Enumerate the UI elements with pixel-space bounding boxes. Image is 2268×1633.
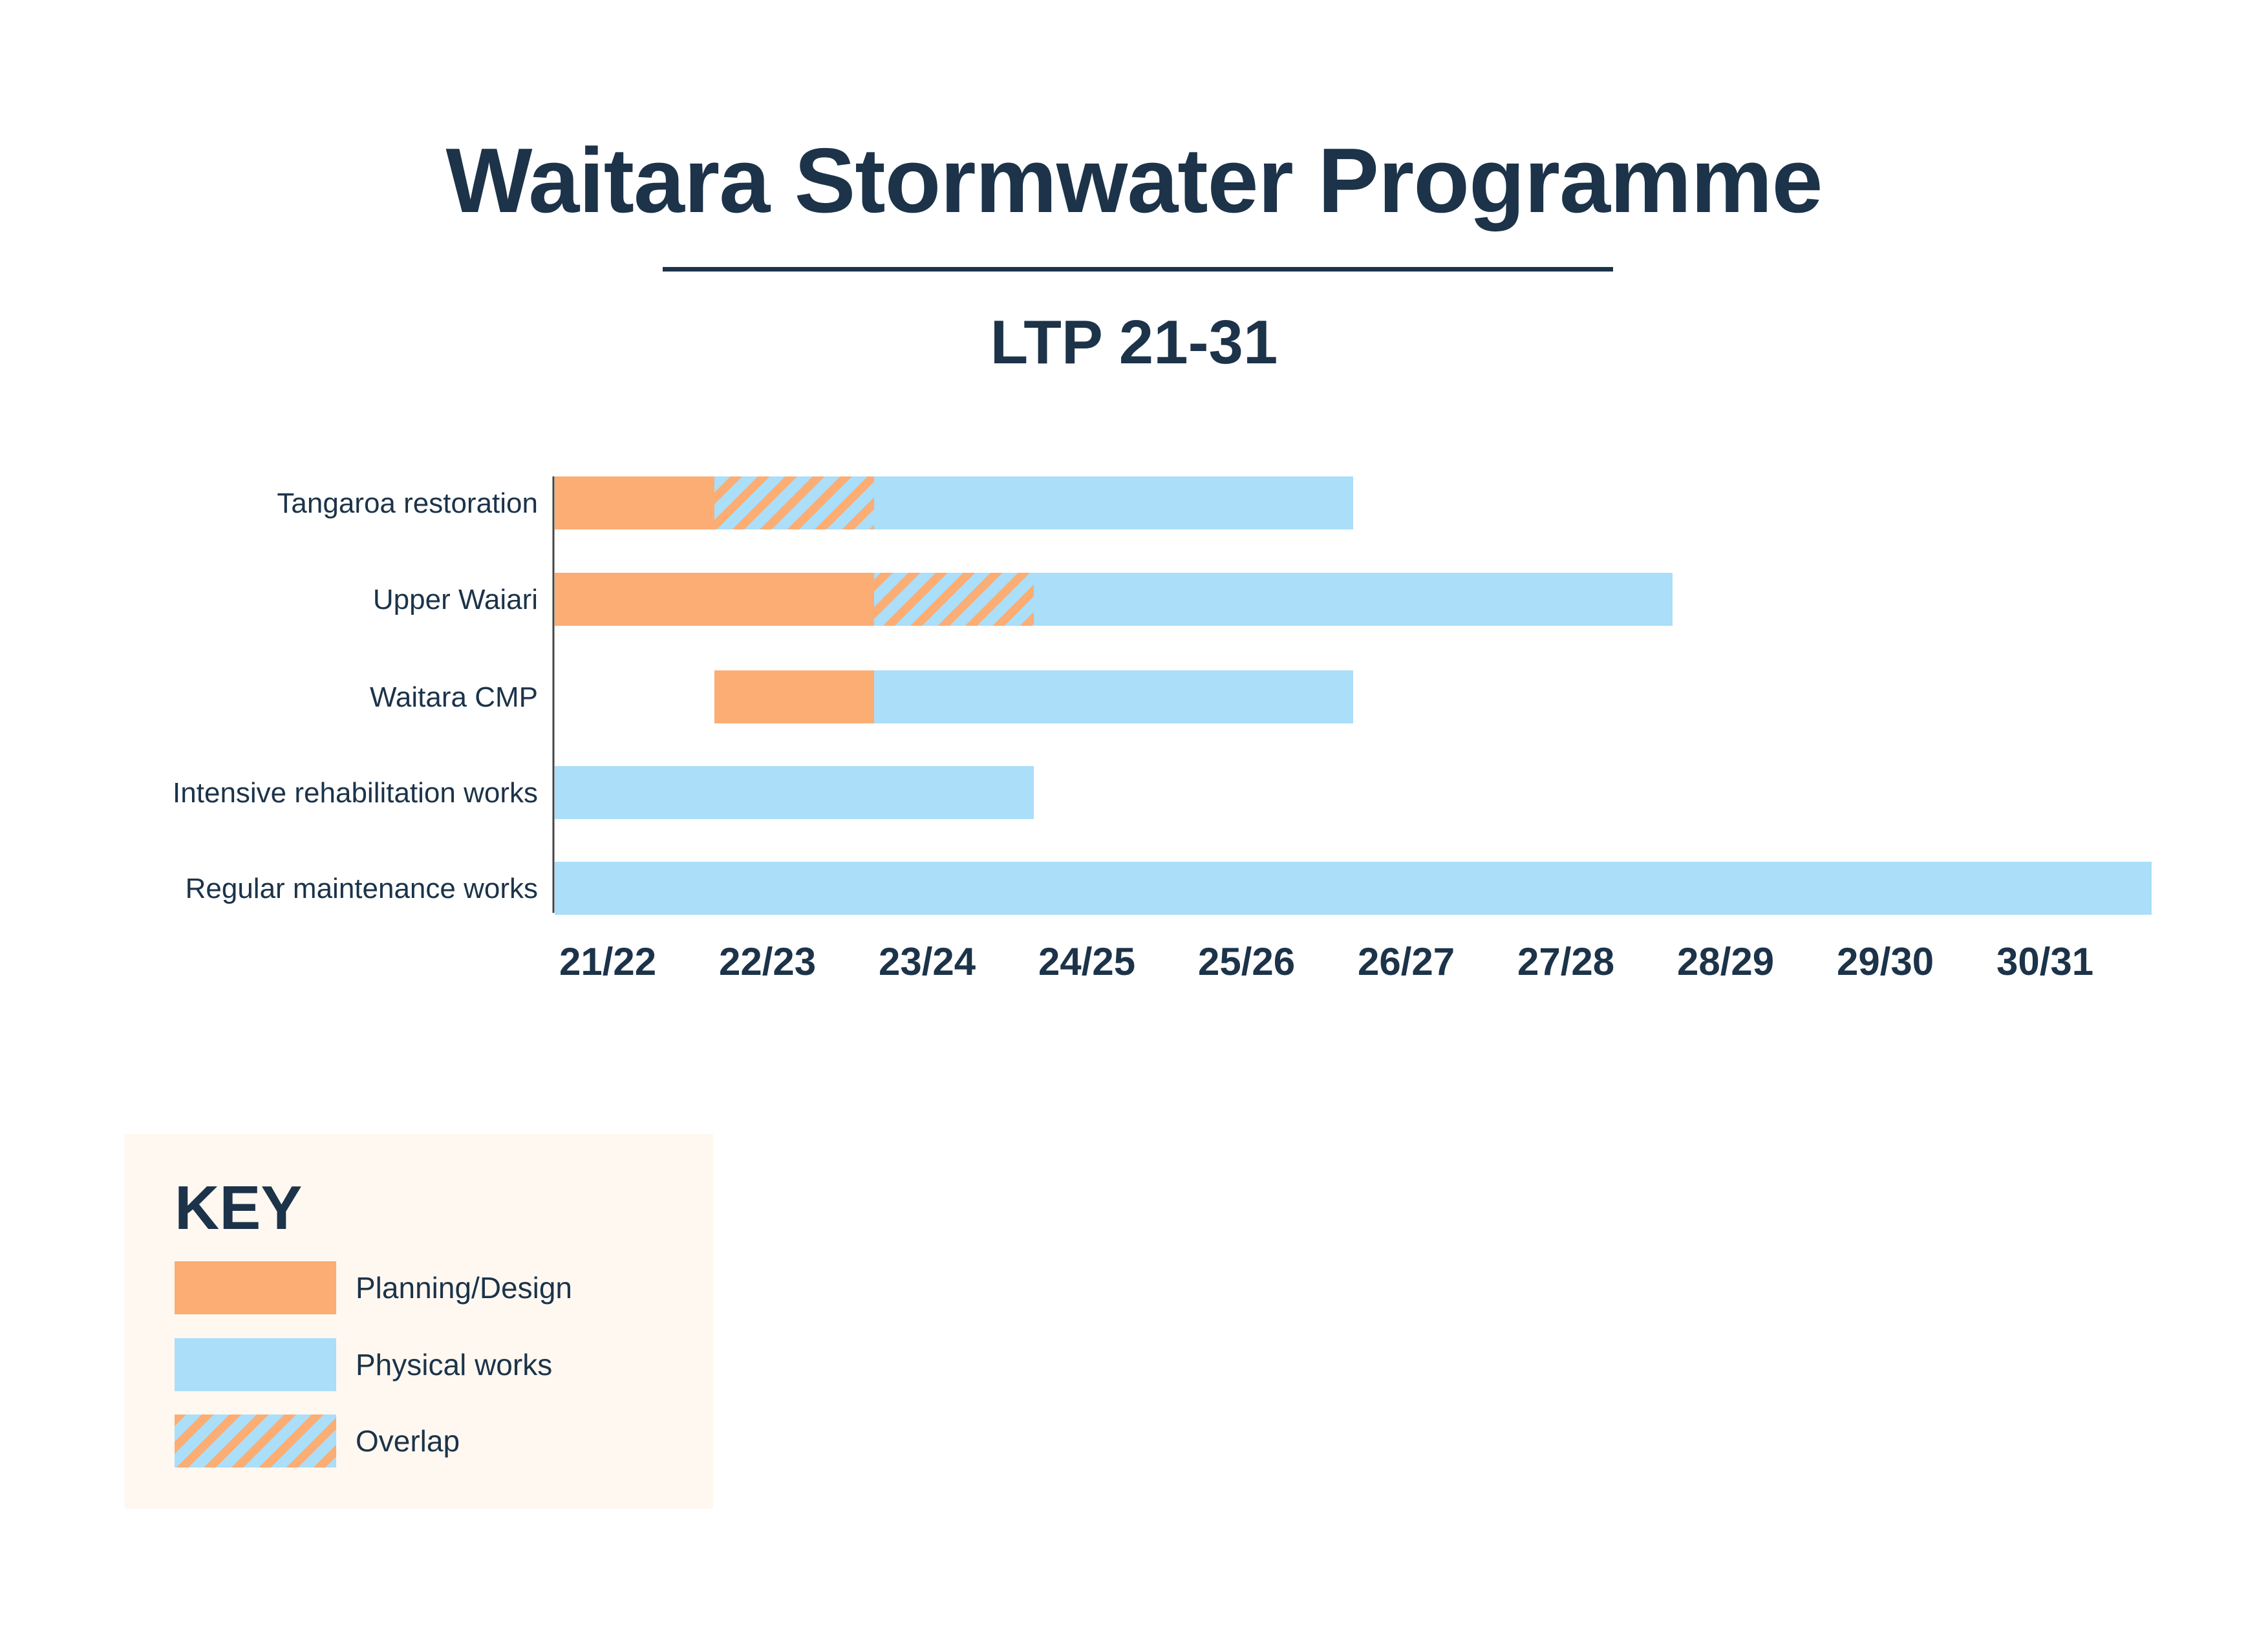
- row-label-intensive-rehabilitation-works: Intensive rehabilitation works: [173, 777, 538, 809]
- bar-tangaroa-restoration-physical-works-2: [874, 476, 1353, 529]
- legend-item-planning: Planning/Design: [175, 1261, 692, 1314]
- chart-subtitle: LTP 21-31: [990, 308, 1278, 377]
- row-label-regular-maintenance-works: Regular maintenance works: [186, 873, 538, 904]
- bar-waitara-cmp-planning-design-0: [714, 670, 874, 723]
- legend-swatch-planning: [175, 1261, 336, 1314]
- bar-regular-maintenance-works-physical-works-0: [555, 862, 2152, 915]
- legend-item-overlap: Overlap: [175, 1414, 692, 1468]
- bar-upper-waiari-physical-works-2: [1034, 573, 1673, 626]
- x-tick-label-26-27: 26/27: [1358, 940, 1455, 983]
- bar-upper-waiari-overlap-1: [874, 573, 1034, 626]
- legend: KEY Planning/Design Physical works Overl…: [125, 1134, 713, 1509]
- gantt-chart: Tangaroa restoration Upper Waiari Waitara …: [173, 476, 2152, 983]
- x-tick-label-24-25: 24/25: [1038, 940, 1135, 983]
- x-tick-label-22-23: 22/23: [719, 940, 816, 983]
- legend-label-overlap: Overlap: [356, 1424, 460, 1458]
- row-labels: Tangaroa restoration Upper Waiari Waitara …: [173, 487, 538, 904]
- row-label-upper-waiari: Upper Waiari: [373, 584, 538, 615]
- row-label-tangaroa-restoration: Tangaroa restoration: [277, 487, 538, 519]
- x-tick-labels: 21/22 22/23 23/24 24/25 25/26 26/27 27/28 28/29…: [559, 940, 2093, 983]
- legend-swatch-overlap: [175, 1414, 336, 1468]
- chart-title: Waitara Stormwater Programme: [445, 129, 1823, 232]
- bar-tangaroa-restoration-planning-design-0: [555, 476, 714, 529]
- bar-waitara-cmp-physical-works-1: [874, 670, 1353, 723]
- x-tick-label-30-31: 30/31: [1996, 940, 2093, 983]
- x-tick-label-21-22: 21/22: [559, 940, 656, 983]
- x-tick-label-28-29: 28/29: [1677, 940, 1774, 983]
- x-tick-label-23-24: 23/24: [879, 940, 976, 983]
- bars-layer: [555, 476, 2152, 915]
- legend-label-physical: Physical works: [356, 1348, 553, 1382]
- legend-item-physical: Physical works: [175, 1338, 692, 1391]
- x-tick-label-27-28: 27/28: [1517, 940, 1614, 983]
- legend-swatch-physical: [175, 1338, 336, 1391]
- x-tick-label-25-26: 25/26: [1198, 940, 1295, 983]
- bar-upper-waiari-planning-design-0: [555, 573, 874, 626]
- bar-intensive-rehabilitation-works-physical-works-0: [555, 766, 1034, 819]
- legend-title: KEY: [175, 1173, 303, 1243]
- title-divider: [663, 267, 1613, 272]
- x-tick-label-29-30: 29/30: [1837, 940, 1934, 983]
- bar-tangaroa-restoration-overlap-1: [714, 476, 874, 529]
- row-label-waitara-cmp: Waitara CMP: [370, 681, 538, 713]
- legend-label-planning: Planning/Design: [356, 1271, 573, 1305]
